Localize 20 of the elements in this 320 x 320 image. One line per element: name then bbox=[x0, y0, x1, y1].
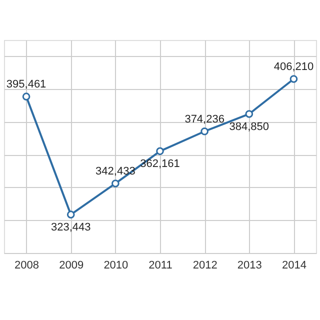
x-tick-label: 2009 bbox=[59, 260, 84, 272]
x-tick-label: 2008 bbox=[14, 260, 40, 272]
data-label: 406,210 bbox=[274, 60, 314, 73]
x-tick-label: 2012 bbox=[192, 260, 218, 272]
x-tick-label: 2014 bbox=[282, 260, 306, 272]
point bbox=[66, 210, 75, 218]
x-tick-label: 2011 bbox=[148, 260, 172, 272]
data-label: 374,236 bbox=[184, 113, 224, 126]
point bbox=[200, 127, 208, 136]
data-label: 384,850 bbox=[229, 120, 270, 133]
x-tick-label: 2010 bbox=[104, 260, 128, 272]
data-label: 395,461 bbox=[6, 78, 46, 91]
point bbox=[156, 147, 164, 156]
data-label: 323,443 bbox=[50, 222, 91, 234]
x-tick-label: 2013 bbox=[237, 260, 262, 272]
point bbox=[245, 110, 254, 118]
point bbox=[290, 75, 298, 83]
data-label: 362,161 bbox=[140, 158, 180, 170]
point bbox=[112, 180, 120, 188]
point bbox=[22, 92, 30, 100]
